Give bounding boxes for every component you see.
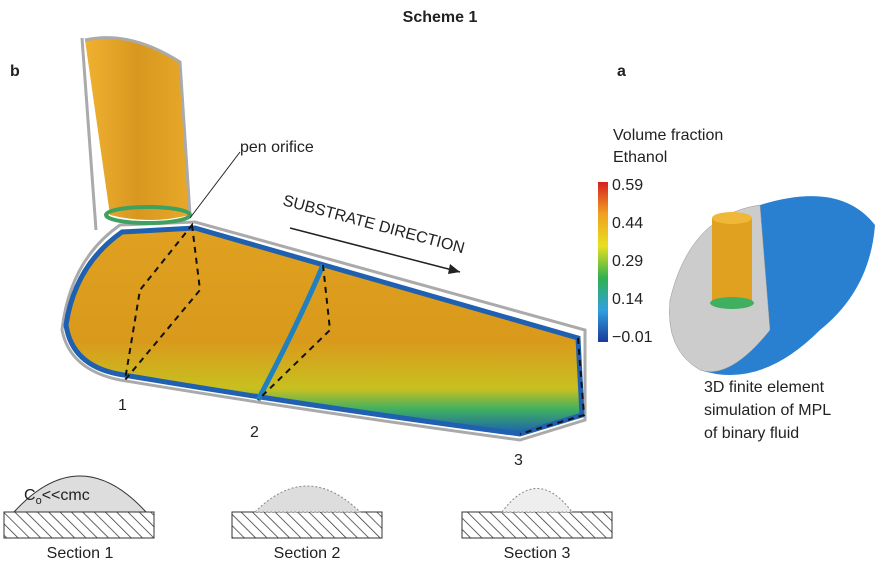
relation: <<cmc (42, 487, 90, 504)
annotation: pen orifice (240, 139, 314, 156)
figure: Scheme 1 b a pen orifice SUBSTRATE DIREC… (0, 0, 881, 565)
colorbar-tick-label: 0.44 (612, 215, 643, 232)
section-mark: 1 (118, 397, 127, 414)
colorbar-title: Volume fraction (613, 127, 723, 144)
section-label: Section 3 (504, 545, 571, 562)
caption: of binary fluid (704, 425, 799, 442)
symbol: C (24, 487, 36, 504)
annotation: SUBSTRATE DIRECTION (281, 192, 466, 257)
section-mark: 2 (250, 424, 259, 441)
section-label: Section 1 (47, 545, 114, 562)
section-label: Section 2 (274, 545, 341, 562)
caption: 3D finite element (704, 379, 825, 396)
flow-body (62, 38, 585, 440)
panel-label: a (617, 63, 626, 80)
colorbar-tick-label: 0.59 (612, 177, 643, 194)
colorbar-tick-label: 0.14 (612, 291, 643, 308)
colorbar (598, 182, 608, 342)
caption: simulation of MPL (704, 402, 831, 419)
section-diagrams (4, 476, 612, 538)
section-mark: 3 (514, 452, 523, 469)
panel-label: b (10, 63, 20, 80)
title: Scheme 1 (403, 9, 478, 26)
colorbar-title: Ethanol (613, 149, 667, 166)
colorbar-tick-label: −0.01 (612, 329, 653, 346)
colorbar-tick-label: 0.29 (612, 253, 643, 270)
simulation-render (669, 196, 875, 375)
